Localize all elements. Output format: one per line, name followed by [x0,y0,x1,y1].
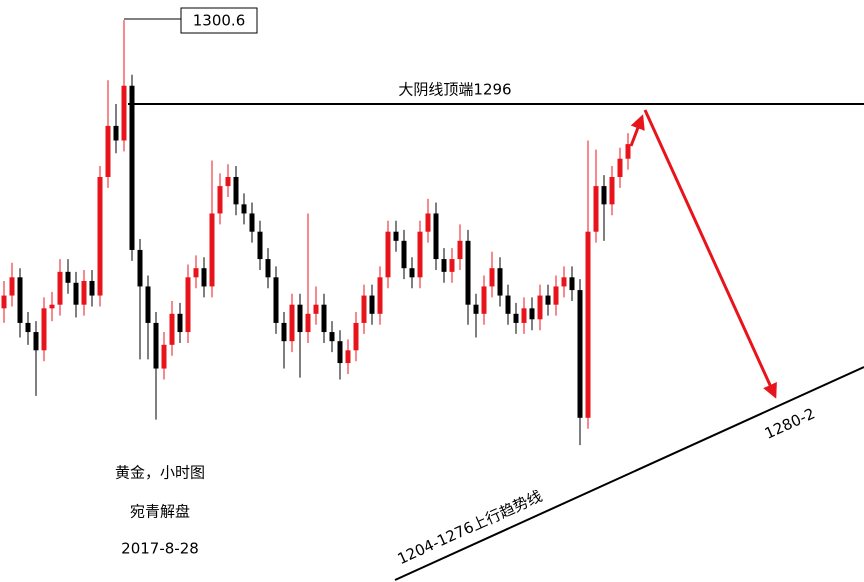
candle-body [369,295,375,314]
candle-body [521,308,527,323]
candle-body [177,313,183,333]
candle-body [601,186,607,205]
candle-body [625,144,631,159]
candle-body [529,308,535,320]
candle-body [537,295,543,320]
candle-body [497,268,503,296]
candle-body [225,176,231,187]
candle-body [289,304,295,342]
trendline-label: 1204-1276上行趋势线 [395,487,545,568]
candle-body [385,231,391,278]
candle-body [321,304,327,333]
candle-body [97,176,103,296]
candle-body [185,277,191,333]
candle-body [545,295,551,305]
candle-body [393,231,399,241]
candle-body [505,295,511,314]
peak-label: 1300.6 [193,12,246,30]
candle-body [233,176,239,205]
candle-body [409,268,415,278]
candle-body [297,304,303,333]
candle-body [489,268,495,287]
candle-body [401,240,407,269]
candle-body [25,322,31,333]
candle-body [209,213,215,287]
candle-body [593,186,599,232]
candle-body [425,213,431,232]
chart-title: 黄金，小时图 [115,464,205,482]
candle-body [89,280,95,296]
candle-body [153,322,159,369]
candle-body [137,249,143,287]
candle-body [377,277,383,314]
level-label: 大阴线顶端1296 [398,81,511,99]
candle-body [113,125,119,141]
candle-body [57,271,63,305]
candle-body [1,295,7,309]
candle-body [473,304,479,314]
candle-body [241,204,247,214]
chart-date: 2017-8-28 [121,540,199,558]
candle-body [609,176,615,205]
candle-body [17,277,23,323]
candle-body [513,313,519,323]
candle-body [281,322,287,342]
candle-body [345,350,351,364]
candle-body [305,313,311,333]
candle-body [201,268,207,287]
candle-body [585,231,591,418]
uptrend-line [394,366,864,581]
candle-body [33,332,39,351]
candle-body [9,277,15,296]
candle-body [457,240,463,260]
candle-body [337,341,343,364]
candle-body [433,213,439,260]
candle-body [449,259,455,272]
candle-body [481,286,487,314]
candle-body [441,259,447,272]
candle-body [41,308,47,351]
candle-body [217,186,223,214]
candles [1,20,631,446]
candle-body [121,85,127,141]
candle-body [73,282,79,305]
candle-body [145,286,151,323]
candle-body [353,322,359,351]
candle-body [465,240,471,305]
candle-body [561,277,567,287]
candle-body [193,268,199,278]
up-arrow [629,114,645,147]
candle-body [617,158,623,177]
candle-body [553,286,559,305]
peak-box [180,7,258,34]
candle-body [417,231,423,278]
candle-body [569,277,575,291]
candle-body [257,231,263,260]
candle-body [313,304,319,314]
candle-body [265,259,271,278]
candle-body [273,277,279,323]
candle-body [169,313,175,345]
candle-body [161,344,167,369]
chart-subtitle: 宛青解盘 [130,503,190,521]
candle-body [249,213,255,232]
candle-body [65,271,71,283]
candle-body [329,332,335,342]
candle-body [49,304,55,309]
candle-body [105,125,111,177]
candle-body [129,85,135,250]
candle-body [577,290,583,418]
down-arrow [643,109,777,399]
candle-body [361,295,367,323]
candle-body [81,280,87,305]
